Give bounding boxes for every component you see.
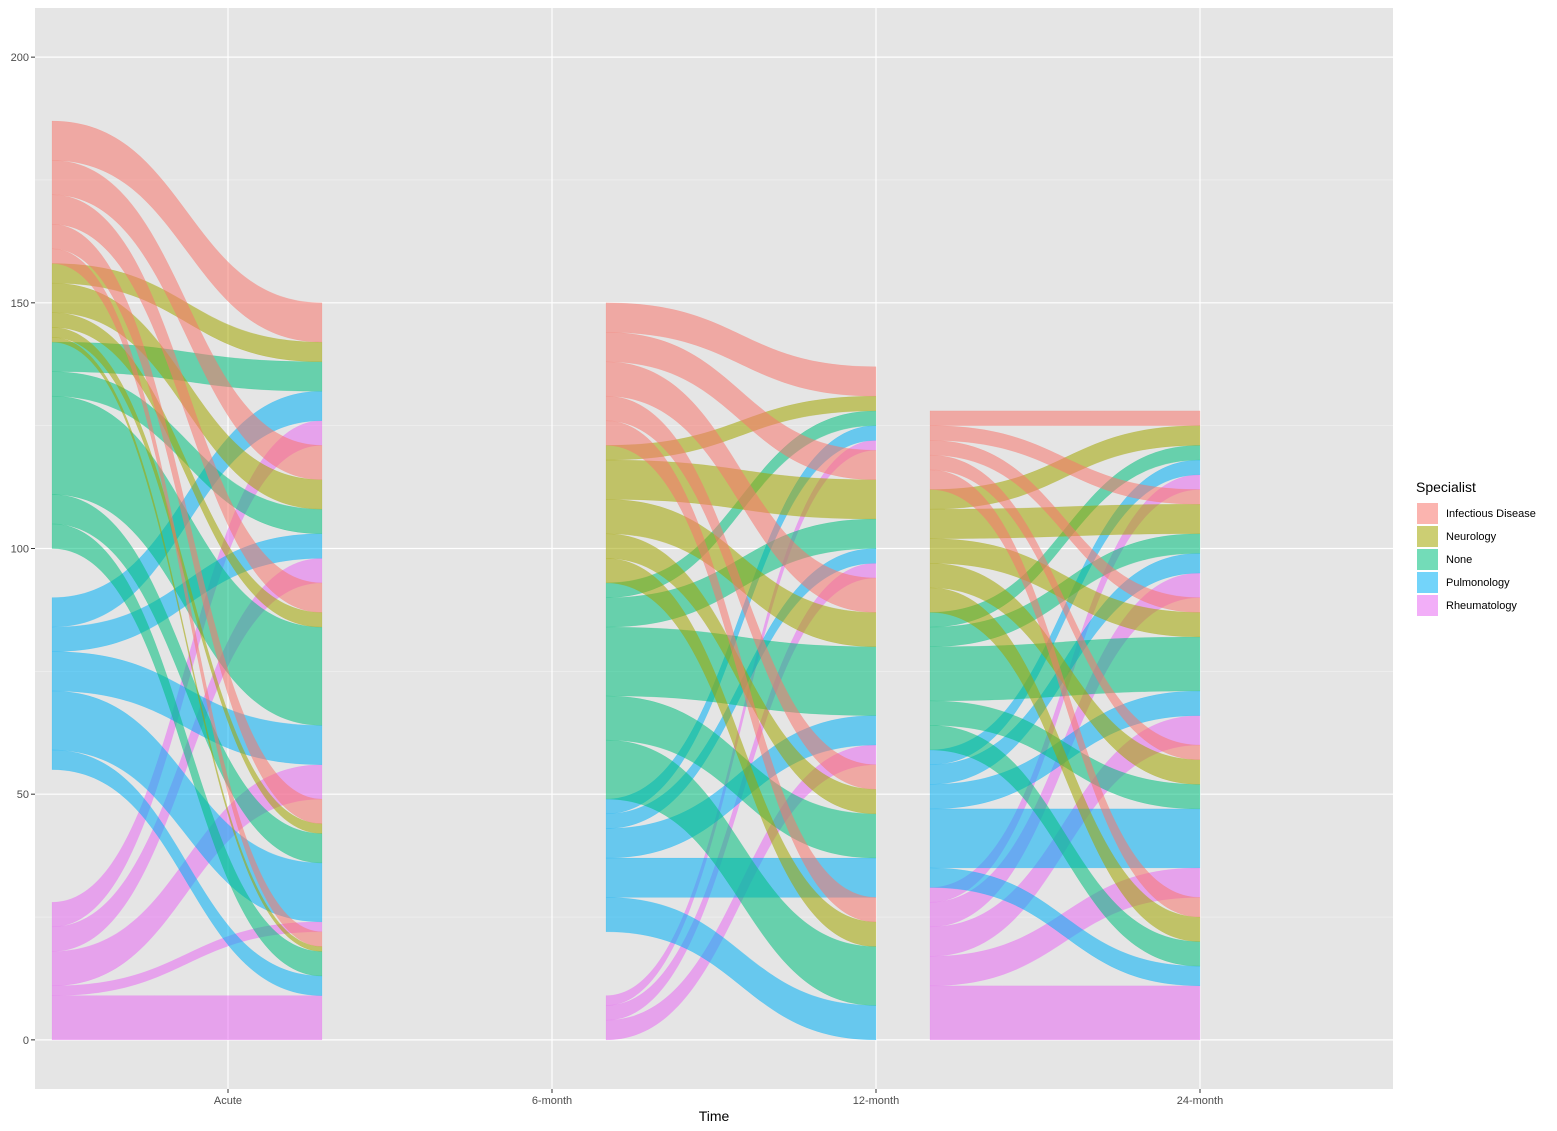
flow-pulmonology-to-rheumatology [51,749,323,996]
y-tick-label: 200 [11,52,29,64]
flow-pulmonology-to-none [51,651,323,765]
flow-neurology-to-none [929,538,1201,638]
panel-12-month-to-24-month [929,410,1201,1041]
flow-infectious-disease-to-rheumatology [51,248,323,947]
flow-infectious-disease-to-neurology [51,160,323,480]
legend-label: Neurology [1446,531,1497,543]
flow-pulmonology-to-rheumatology [605,897,877,1041]
flow-neurology-to-none [605,499,877,648]
flow-none-to-rheumatology [51,523,323,977]
flow-neurology-to-pulmonology [51,327,323,834]
flow-infectious-disease-to-neurology [605,332,877,480]
x-tick-label: 6-month [532,1095,572,1107]
panel-Acute-to-6-month [51,120,323,1041]
flow-none-to-pulmonology [605,695,877,859]
flow-rheumatology-to-rheumatology [929,985,1201,1041]
legend-key [1417,503,1438,524]
legend-label: None [1446,554,1472,566]
y-tick-label: 150 [11,298,29,310]
flow-infectious-disease-to-pulmonology [605,395,877,790]
y-tick-label: 50 [17,789,29,801]
flow-infectious-disease-to-rheumatology [605,420,877,923]
legend-label: Infectious Disease [1446,508,1536,520]
legend-key [1417,572,1438,593]
flow-none-to-rheumatology [929,725,1201,967]
flow-neurology-to-rheumatology [605,558,877,947]
flow-infectious-disease-to-none [51,194,323,613]
legend-key [1417,595,1438,616]
panel-6-month-to-12-month [605,302,877,1041]
x-tick-label: 24-month [1177,1095,1223,1107]
flow-none-to-rheumatology [605,739,877,1006]
flow-infectious-disease-to-infectious-disease [929,410,1201,426]
legend-label: Rheumatology [1446,600,1517,612]
y-tick-label: 100 [11,544,29,556]
x-tick-label: 12-month [853,1095,899,1107]
x-axis: Acute 6-month 12-month 24-month [214,1089,1223,1107]
legend-title: Specialist [1416,479,1476,495]
flow-infectious-disease-to-none [605,361,877,613]
legend: Specialist Infectious Disease Neurology No… [1416,479,1536,616]
legend-key [1417,549,1438,570]
flow-infectious-disease-to-neurology [929,425,1201,505]
legend-label: Pulmonology [1446,577,1510,589]
flow-infectious-disease-to-none [929,440,1201,613]
y-tick-label: 0 [23,1035,29,1047]
flow-pulmonology-to-rheumatology [929,867,1201,987]
x-axis-title: Time [699,1108,730,1124]
flow-ribbons [51,120,1201,1041]
x-tick-label: Acute [214,1095,242,1107]
flow-rheumatology-to-rheumatology [51,995,323,1041]
flow-none-to-neurology [51,371,323,535]
flow-neurology-to-pulmonology [929,562,1201,785]
flow-infectious-disease-to-infectious-disease [605,302,877,397]
flow-infectious-disease-to-pulmonology [929,454,1201,761]
flow-infectious-disease-to-rheumatology [929,469,1201,918]
flow-none-to-pulmonology [51,494,323,864]
y-axis: 0 50 100 150 200 [11,52,35,1047]
flow-infectious-disease-to-pulmonology [51,223,323,824]
flow-neurology-to-rheumatology [51,336,323,952]
legend-key [1417,526,1438,547]
flow-neurology-to-rheumatology [929,587,1201,942]
flow-infectious-disease-to-infectious-disease [51,120,323,343]
